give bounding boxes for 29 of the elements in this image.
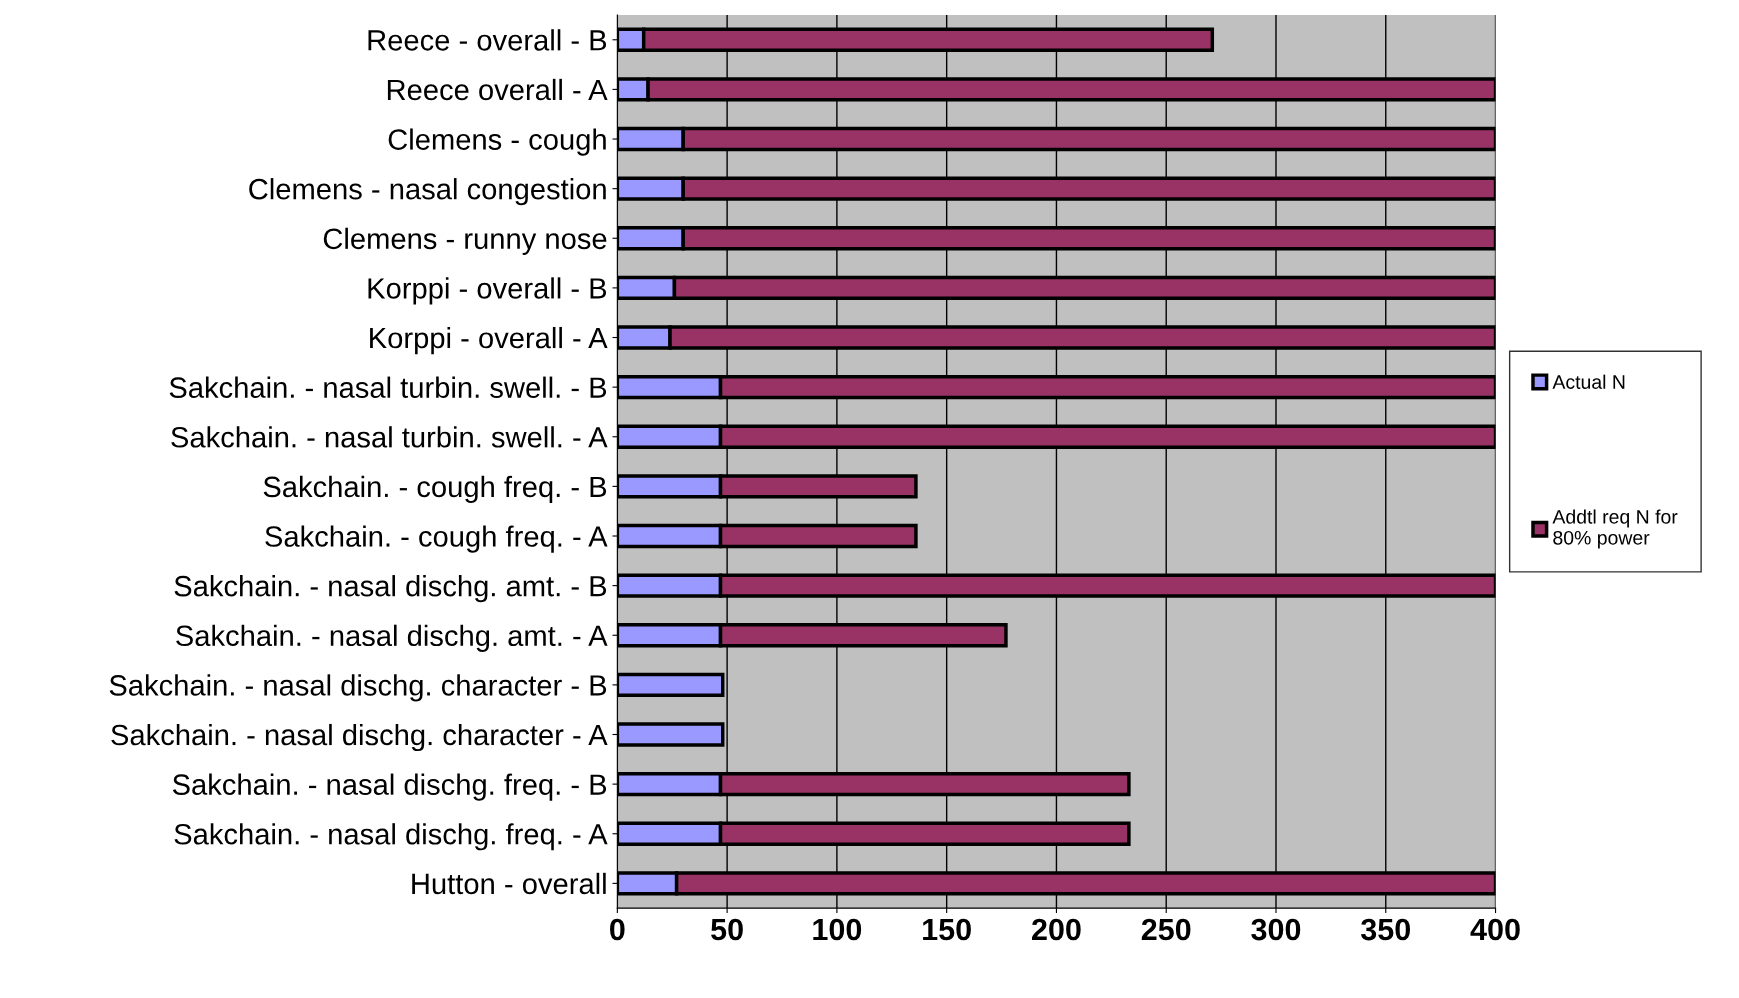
y-tick-label: Korppi - overall - B [368,277,607,305]
y-tick-label: Clemens - runny nose [323,227,607,255]
y-tick-label: Sakchain. - nasal turbin. swell. - A [171,426,608,448]
y-tick-label: Sakchain. - nasal dischg. amt. - B [174,575,607,603]
y-tick-label: Clemens - cough [388,128,606,156]
y-tick-label: Sakchain. - cough freq. - A [265,525,608,553]
y-tick-label: Hutton - overall [412,872,606,895]
y-tick-label: Sakchain. - nasal dischg. freq. - A [174,823,608,851]
y-tick-label: Sakchain. - nasal dischg. freq. - B [172,773,607,801]
y-tick-label: Korppi - overall - A [370,326,608,355]
x-tick-label: 50 [711,918,743,941]
x-tick-label: 250 [1141,918,1191,941]
y-tick-label: Reece - overall - B [368,29,607,51]
y-tick-label: Sakchain. - nasal dischg. character - B [109,674,607,702]
y-tick-label: Clemens - nasal congestion [249,178,606,206]
legend-label: Addtl req N for 80% power [1552,509,1678,549]
y-tick-label: Sakchain. - nasal dischg. character - A [111,723,608,752]
y-tick-label: Sakchain. - nasal dischg. amt. - A [176,624,608,652]
x-tick-label: 200 [1032,918,1081,941]
y-tick-label: Sakchain. - cough freq. - B [263,475,607,504]
legend-label: Actual N [1552,374,1625,389]
x-tick-label: 100 [813,918,862,941]
y-tick-label: Reece overall - A [387,78,608,101]
y-tick-label: Sakchain. - nasal turbin. swell. - B [169,376,607,398]
x-tick-label: 0 [610,918,625,941]
x-tick-label: 400 [1470,918,1520,941]
x-tick-label: 300 [1251,918,1301,941]
x-tick-label: 150 [923,918,971,941]
x-tick-label: 350 [1360,918,1411,941]
